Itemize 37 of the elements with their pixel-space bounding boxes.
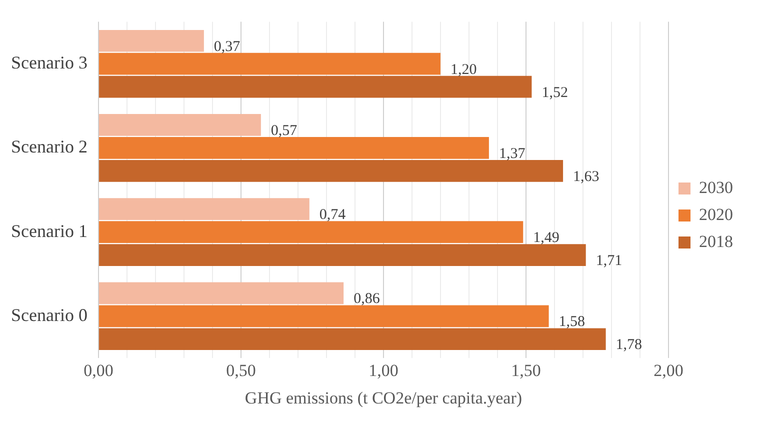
data-label: 1,58 bbox=[558, 314, 586, 330]
data-label: 1,52 bbox=[542, 84, 568, 101]
data-label: 1,49 bbox=[533, 230, 560, 246]
y-tick-label: Scenario 1 bbox=[10, 220, 88, 241]
bar bbox=[98, 76, 532, 98]
legend-label: 2018 bbox=[699, 232, 733, 251]
bar bbox=[98, 114, 261, 136]
bar bbox=[98, 305, 549, 328]
x-tick-label: 1,00 bbox=[368, 360, 398, 380]
bar bbox=[98, 244, 586, 266]
data-label: 1,78 bbox=[616, 337, 642, 354]
bar bbox=[98, 52, 440, 75]
data-label: 0,57 bbox=[270, 122, 298, 139]
x-tick-label: 0,00 bbox=[84, 360, 114, 380]
data-label: 1,37 bbox=[498, 146, 526, 162]
legend-label: 2030 bbox=[699, 178, 733, 197]
y-tick-label: Scenario 2 bbox=[10, 136, 88, 157]
data-label: 1,71 bbox=[596, 252, 622, 269]
bar bbox=[98, 282, 344, 304]
y-tick-label: Scenario 3 bbox=[10, 52, 88, 73]
x-tick-label: 2,00 bbox=[654, 360, 684, 380]
bar bbox=[98, 221, 524, 243]
bar bbox=[98, 137, 489, 159]
x-tick-label: 1,50 bbox=[511, 360, 541, 380]
bar bbox=[98, 30, 204, 52]
data-label: 0,74 bbox=[319, 207, 346, 223]
bar bbox=[98, 328, 606, 350]
y-tick-label: Scenario 0 bbox=[10, 304, 88, 325]
bar bbox=[98, 160, 564, 182]
bar bbox=[98, 198, 310, 220]
data-label: 0,37 bbox=[214, 38, 241, 55]
data-label: 1,63 bbox=[573, 168, 600, 185]
x-axis-title: GHG emissions (t CO2e/per capita.year) bbox=[244, 388, 522, 408]
x-tick-label: 0,50 bbox=[226, 360, 256, 380]
data-label: 1,20 bbox=[450, 62, 477, 78]
legend-label: 2020 bbox=[699, 204, 733, 224]
data-label: 0,86 bbox=[354, 291, 380, 308]
